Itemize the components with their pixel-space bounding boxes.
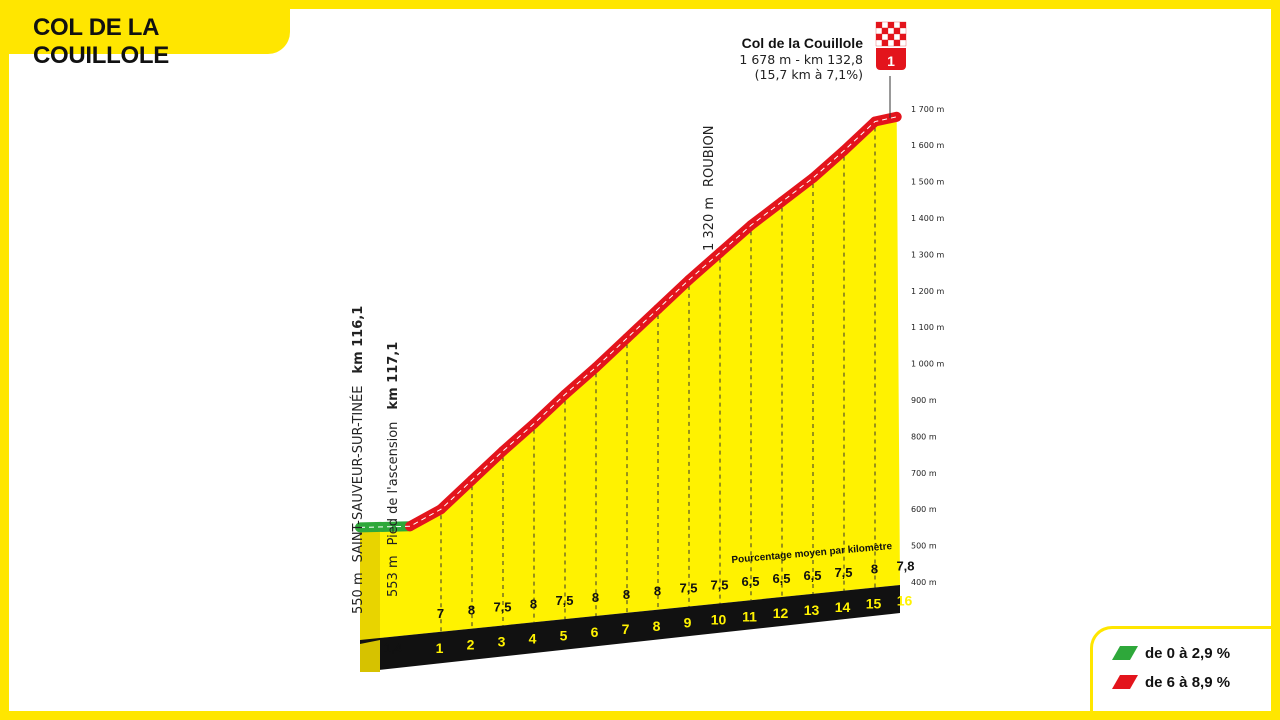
roubion-annotation-part: 1 320 m <box>702 197 717 251</box>
start-town-annotation-part: SAINT-SAUVEUR-SUR-TINÉE <box>350 386 366 563</box>
altitude-tick-label: 800 m <box>911 432 937 441</box>
gradient-label: 1,4 <box>384 641 403 656</box>
flag-cell <box>893 27 901 35</box>
title-tab: COL DE LA COUILLOLE <box>0 0 290 69</box>
category-label: 1 <box>887 53 895 69</box>
start-town-annotation-part: 550 m <box>351 572 366 614</box>
checkered-flag-icon <box>875 21 907 47</box>
start-town-annotation-part: km 116,1 <box>351 306 366 374</box>
km-tick-label: 13 <box>804 602 820 618</box>
km-tick-label: 12 <box>773 605 789 621</box>
gradient-label: 8 <box>654 584 661 599</box>
km-tick-label: 2 <box>467 637 475 653</box>
flag-cell <box>875 39 883 47</box>
flag-cell <box>899 21 907 29</box>
altitude-tick-label: 600 m <box>911 505 937 514</box>
gradient-label: 8 <box>530 596 537 611</box>
category-badge <box>876 48 906 70</box>
flag-cell <box>875 27 883 35</box>
flag-cell <box>881 39 889 47</box>
gradient-label: 7,5 <box>555 593 573 608</box>
flag-cell <box>887 27 895 35</box>
km-band <box>360 585 900 672</box>
foot-annotation: 553 m Pied de l'ascension km 117,1 <box>386 342 401 597</box>
flag-cell <box>881 21 889 29</box>
altitude-tick-label: 900 m <box>911 396 937 405</box>
gradient-label: 8 <box>468 603 475 618</box>
km-tick-label: 5 <box>560 627 568 643</box>
gradient-label: 8 <box>871 562 878 577</box>
flag-cell <box>899 33 907 41</box>
flag-cell <box>899 39 907 47</box>
km-tick-label: 7 <box>622 621 630 637</box>
gradient-label: 7,5 <box>710 577 728 592</box>
flag-cell <box>887 33 895 41</box>
altitude-tick-label: 1 500 m <box>911 178 944 187</box>
flag-cell <box>881 27 889 35</box>
roubion-annotation: 1 320 m ROUBION <box>702 125 717 251</box>
km-tick-label: 6 <box>591 624 599 640</box>
start-block-face <box>360 527 380 672</box>
km-tick-label: 16 <box>897 593 913 609</box>
road-centerline <box>359 116 897 528</box>
km-tick-label: 3 <box>498 634 506 650</box>
altitude-tick-label: 1 300 m <box>911 250 944 259</box>
altitude-tick-label: 400 m <box>911 578 937 587</box>
gradient-label: 8 <box>623 587 630 602</box>
km-tick-label: 8 <box>653 618 661 634</box>
altitude-tick-label: 1 600 m <box>911 141 944 150</box>
flag-cell <box>893 33 901 41</box>
summit-detail-1: 1 678 m - km 132,8 <box>739 52 863 67</box>
altitude-tick-label: 1 400 m <box>911 214 944 223</box>
gradient-label: 7,5 <box>493 599 511 614</box>
gradient-label: 7,8 <box>896 558 914 573</box>
start-step <box>360 640 380 672</box>
profile-area <box>360 116 900 641</box>
altitude-tick-label: 1 000 m <box>911 360 944 369</box>
flag-cell <box>899 27 907 35</box>
altitude-tick-label: 500 m <box>911 542 937 551</box>
gradient-label: 8 <box>592 590 599 605</box>
flag-cell <box>887 21 895 29</box>
gradient-label: 7,5 <box>679 581 697 596</box>
roubion-annotation-part: ROUBION <box>702 125 717 187</box>
road-segment <box>355 521 415 533</box>
gradient-label: 7 <box>437 606 444 621</box>
flag-cell <box>893 21 901 29</box>
altitude-tick-label: 1 200 m <box>911 287 944 296</box>
km-tick-label: 14 <box>835 599 851 615</box>
altitude-tick-label: 1 700 m <box>911 105 944 114</box>
gradient-label: 6,5 <box>803 568 821 583</box>
start-town-annotation: 550 m SAINT-SAUVEUR-SUR-TINÉE km 116,1 <box>350 306 366 614</box>
flag-cell <box>875 21 883 29</box>
foot-annotation-part: Pied de l'ascension <box>386 422 401 546</box>
gradient-label: 6,5 <box>741 574 759 589</box>
altitude-tick-label: 1 100 m <box>911 323 944 332</box>
foot-annotation-part: km 117,1 <box>386 342 401 410</box>
flag-cell <box>893 39 901 47</box>
flag-cell <box>887 39 895 47</box>
summit-detail-2: (15,7 km à 7,1%) <box>755 67 863 82</box>
gradient-label: 7,5 <box>834 565 852 580</box>
km-tick-label: 4 <box>529 630 537 646</box>
page-title: COL DE LA COUILLOLE <box>33 14 169 69</box>
foot-annotation-part: 553 m <box>386 555 401 597</box>
summit-name: Col de la Couillole <box>742 35 864 51</box>
flag-cell <box>881 33 889 41</box>
km-tick-label: 10 <box>711 611 727 627</box>
km-tick-label: 15 <box>866 596 882 612</box>
legend-box <box>1090 626 1280 720</box>
km-tick-label: 11 <box>742 608 757 624</box>
km-tick-label: 9 <box>684 615 692 631</box>
gradient-label: 6,5 <box>772 571 790 586</box>
flag-cell <box>875 33 883 41</box>
altitude-tick-label: 700 m <box>911 469 937 478</box>
km-tick-label: 1 <box>436 640 444 656</box>
